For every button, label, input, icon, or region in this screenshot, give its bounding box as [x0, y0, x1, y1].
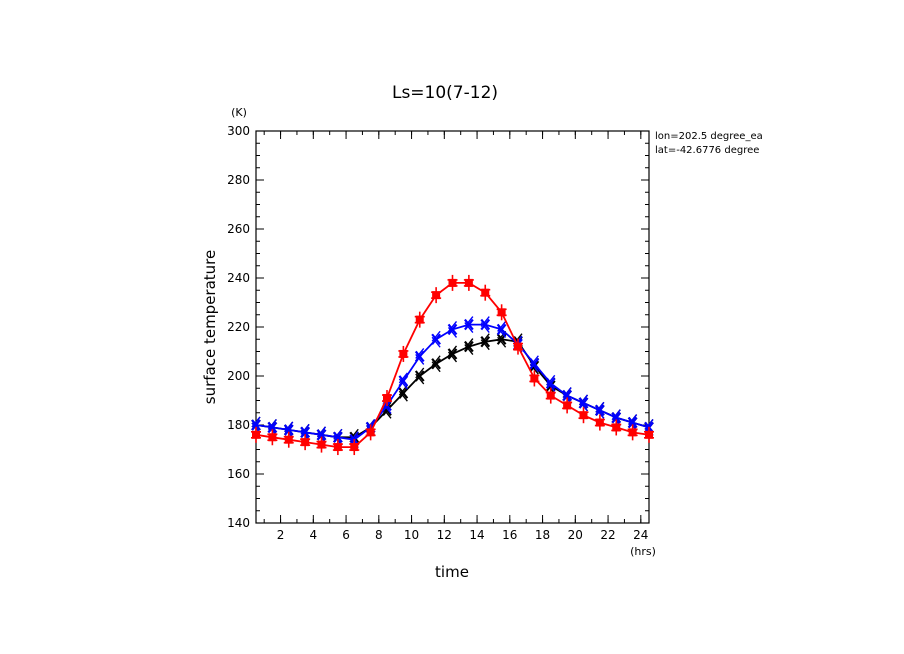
chart-title: Ls=10(7-12)	[392, 83, 498, 103]
y-tick-label: 200	[227, 369, 250, 383]
data-point	[480, 284, 491, 301]
x-tick-label: 4	[309, 528, 317, 542]
data-point	[251, 426, 261, 443]
x-tick-label: 10	[404, 528, 419, 542]
data-point	[316, 436, 327, 453]
data-point	[464, 316, 474, 333]
data-point	[398, 372, 409, 390]
data-point	[496, 321, 507, 338]
x-tick-label: 8	[375, 528, 383, 542]
x-unit-label: (hrs)	[630, 545, 656, 558]
data-point	[513, 338, 523, 355]
data-point	[545, 374, 556, 392]
x-tick-label: 24	[633, 528, 648, 542]
x-tick-label: 12	[437, 528, 452, 542]
data-point	[382, 390, 392, 407]
data-point	[332, 439, 343, 456]
x-tick-label: 18	[535, 528, 550, 542]
data-point	[529, 370, 540, 387]
data-point	[447, 274, 458, 291]
data-point	[431, 355, 441, 373]
x-axis-title: time	[435, 563, 469, 581]
data-point	[480, 316, 491, 333]
y-tick-label: 220	[227, 320, 250, 334]
data-point	[480, 333, 491, 351]
data-point	[611, 419, 622, 436]
data-point	[431, 287, 442, 304]
y-tick-label: 160	[227, 467, 250, 481]
series-2	[251, 274, 654, 456]
y-axis-title: surface temperature	[201, 250, 219, 405]
y-tick-label: 180	[227, 418, 250, 432]
data-point	[414, 347, 425, 365]
data-point	[595, 401, 605, 419]
series-0	[251, 330, 654, 446]
data-point	[545, 387, 556, 404]
data-point	[267, 429, 278, 446]
data-point	[578, 394, 589, 412]
series-line	[255, 281, 650, 449]
y-tick-label: 280	[227, 173, 250, 187]
x-tick-label: 2	[277, 528, 285, 542]
data-point	[463, 274, 474, 291]
x-tick-label: 6	[342, 528, 350, 542]
annotation-lon: lon=202.5 degree_ea	[655, 131, 763, 142]
data-point	[529, 355, 540, 373]
series-1	[251, 316, 654, 449]
data-point	[447, 321, 458, 338]
x-tick-label: 16	[502, 528, 517, 542]
data-point	[578, 407, 589, 424]
y-tick-label: 140	[227, 516, 250, 530]
y-unit-label: (K)	[231, 106, 247, 119]
data-point	[594, 414, 605, 431]
x-tick-label: 22	[600, 528, 615, 542]
data-point	[414, 311, 425, 328]
y-tick-label: 300	[227, 124, 250, 138]
data-point	[300, 434, 311, 451]
data-point	[464, 338, 474, 356]
data-point	[627, 424, 638, 441]
data-point	[349, 439, 360, 456]
x-tick-label: 14	[469, 528, 484, 542]
data-point	[431, 330, 441, 348]
data-point	[562, 397, 573, 414]
data-point	[496, 304, 507, 321]
data-point	[447, 345, 458, 363]
data-point	[644, 426, 654, 443]
data-point	[398, 345, 409, 362]
data-point	[414, 367, 425, 385]
y-tick-label: 240	[227, 271, 250, 285]
data-point	[283, 431, 294, 448]
data-point	[365, 424, 376, 441]
series-line	[255, 323, 650, 441]
series-layer	[251, 274, 654, 456]
x-tick-label: 20	[568, 528, 583, 542]
y-tick-label: 260	[227, 222, 250, 236]
annotation-lat: lat=-42.6776 degree	[655, 145, 759, 156]
axis-ticks: 2 4 6 8 10 12 14 16 18 20 22 2414016018020022024026…	[227, 124, 649, 542]
